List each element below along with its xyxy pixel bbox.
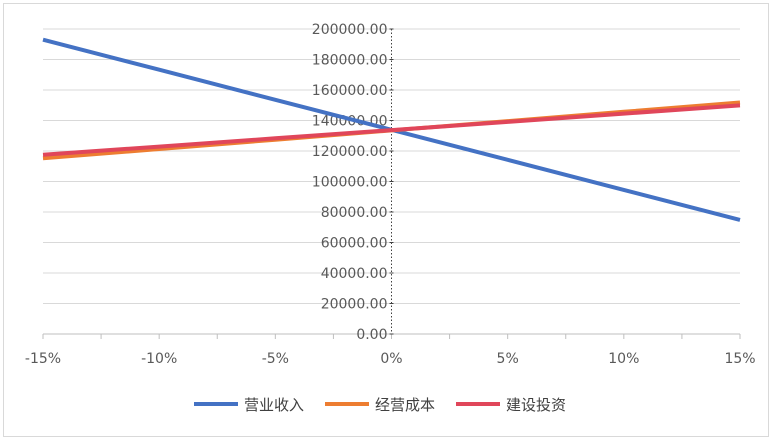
legend-item-2[interactable]: 经营成本: [325, 396, 435, 414]
x-tick-label: -10%: [141, 351, 177, 367]
y-tick-label: 20000.00: [321, 297, 388, 313]
axes: [42, 28, 741, 339]
chart-frame: [3, 3, 769, 437]
x-tick-label: 10%: [608, 351, 639, 367]
legend[interactable]: 营业收入 经营成本 建设投资: [194, 396, 566, 414]
y-tick-label: 160000.00: [312, 83, 388, 99]
y-tick-label: 100000.00: [312, 175, 388, 191]
x-tick-label: 15%: [724, 351, 755, 367]
series-line-3: [42, 103, 741, 157]
y-tick-label: 200000.00: [312, 22, 388, 38]
y-tick-label: 0.00: [356, 327, 387, 343]
x-tick-label: 0%: [380, 351, 402, 367]
x-tick-labels: -15% -10% -5% 0% 5% 10% 15%: [25, 351, 756, 367]
legend-label: 建设投资: [506, 396, 566, 414]
y-tick-label: 120000.00: [312, 144, 388, 160]
legend-label: 营业收入: [244, 396, 304, 414]
y-tick-labels: 0.00 20000.00 40000.00 60000.00 80000.00 1000…: [312, 22, 388, 343]
y-tick-label: 60000.00: [321, 236, 388, 252]
x-tick-label: -5%: [262, 351, 289, 367]
y-tick-label: 180000.00: [312, 53, 388, 69]
x-tick-label: 5%: [497, 351, 519, 367]
legend-item-3[interactable]: 建设投资: [456, 396, 566, 414]
x-tick-label: -15%: [25, 351, 61, 367]
y-tick-label: 80000.00: [321, 205, 388, 221]
legend-item-1[interactable]: 营业收入: [194, 396, 304, 414]
y-tick-label: 40000.00: [321, 266, 388, 282]
series-lines: [42, 37, 741, 222]
legend-label: 经营成本: [375, 396, 435, 414]
